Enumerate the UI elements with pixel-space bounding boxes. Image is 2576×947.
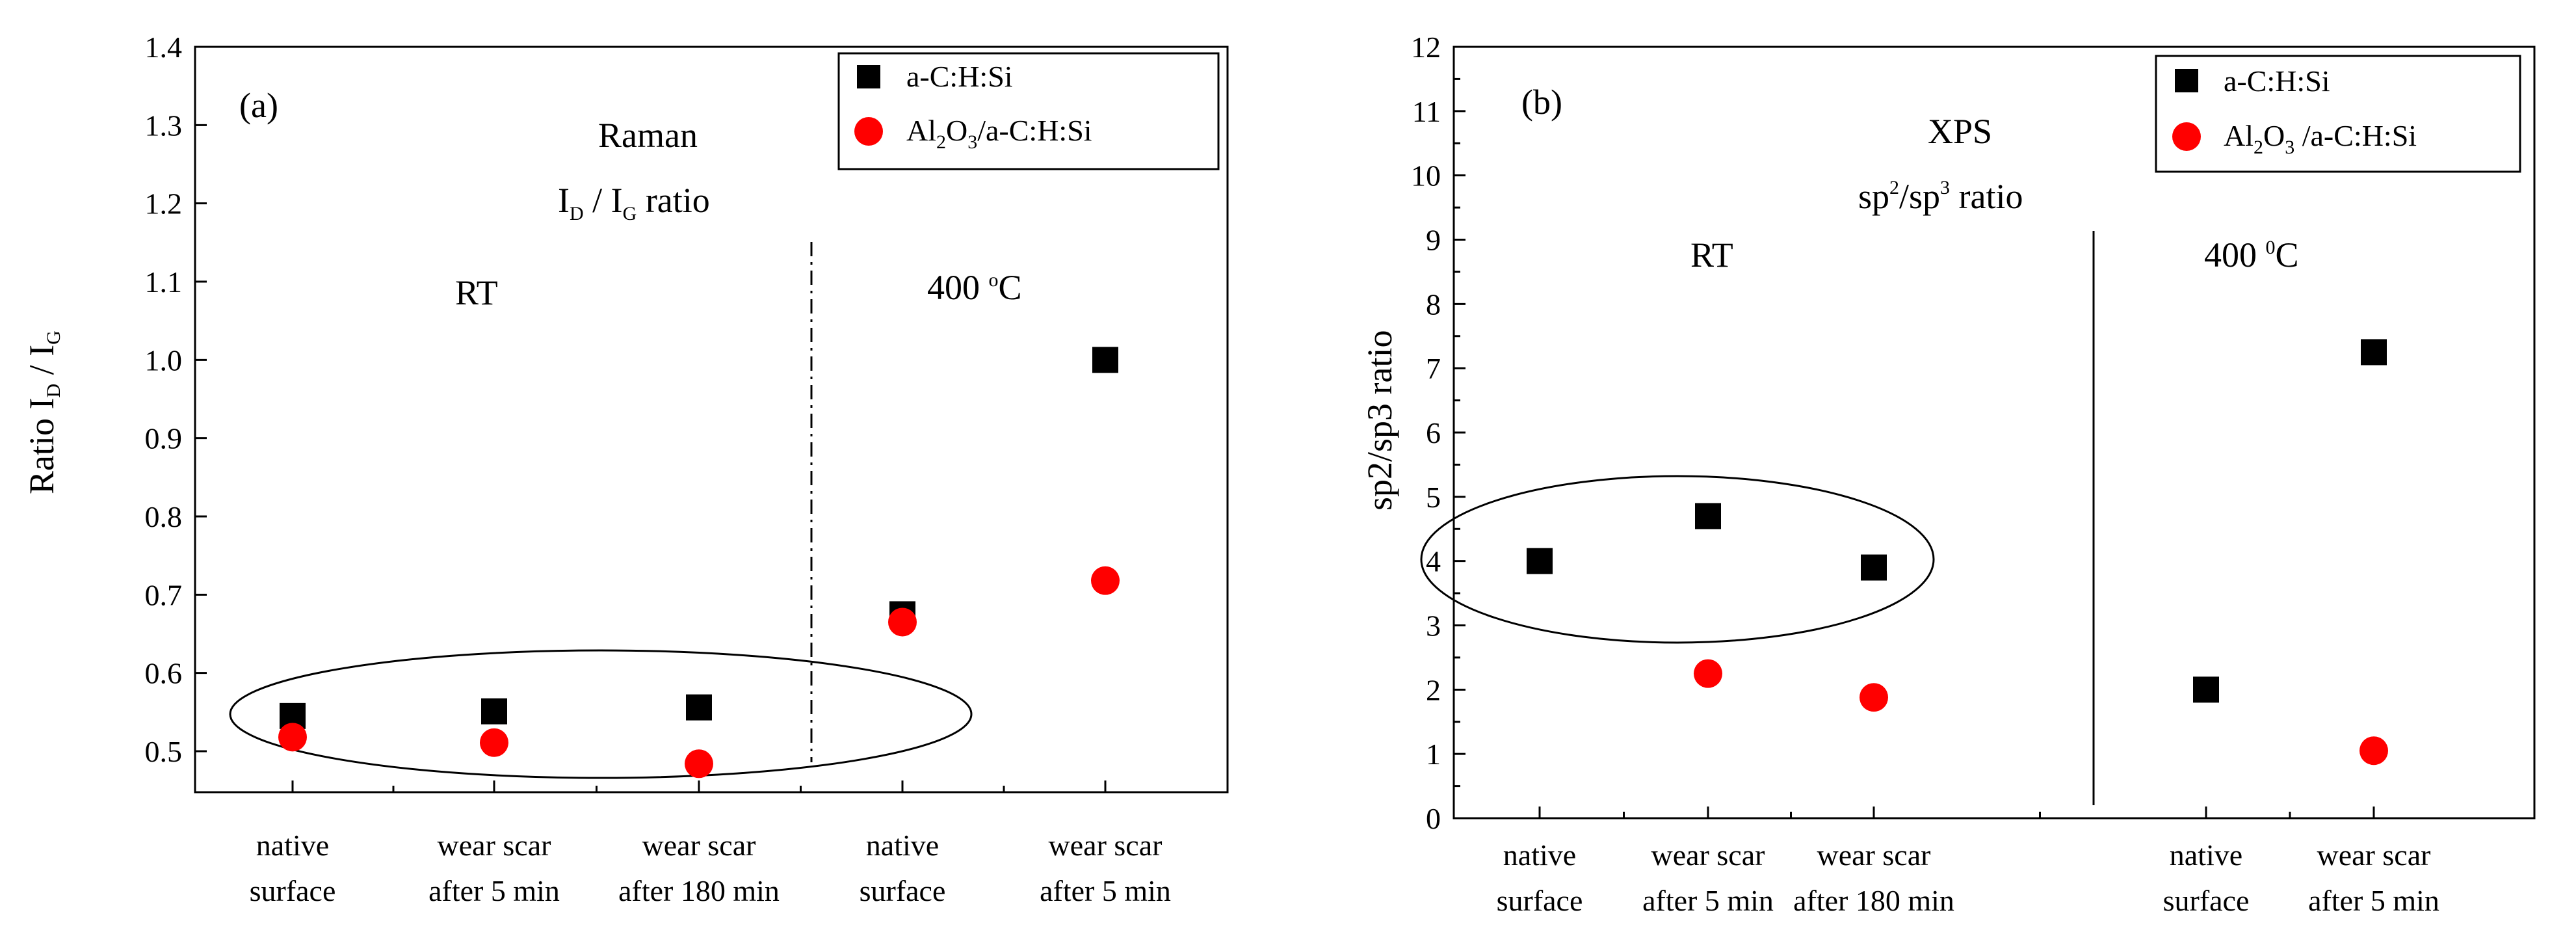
highlight-ellipse-b bbox=[1420, 475, 1935, 644]
y-tick-label: 3 bbox=[1426, 609, 1441, 643]
x-category-label-line2: surface bbox=[250, 874, 336, 907]
legend-marker-square-b bbox=[2175, 69, 2198, 92]
x-category-label-line2: surface bbox=[2163, 884, 2250, 917]
legend-marker-circle-a bbox=[854, 117, 883, 146]
data-points-b bbox=[1527, 339, 2388, 766]
y-tick-label: 12 bbox=[1411, 31, 1441, 64]
ratio-title-a: ID / IG ratio bbox=[558, 181, 710, 224]
x-category-label-line2: after 180 min bbox=[618, 874, 780, 907]
y-tick-label: 0.6 bbox=[145, 657, 183, 690]
method-title-a: Raman bbox=[598, 116, 698, 155]
x-category-label-line1: native bbox=[866, 829, 939, 862]
y-tick-label: 5 bbox=[1426, 481, 1441, 514]
point-a-c-h-si-1 bbox=[1695, 503, 1721, 529]
point-a-c-h-si-4 bbox=[2361, 339, 2387, 366]
x-category-label-line2: after 5 min bbox=[428, 874, 560, 907]
legend-label-2-b: Al2O3 /a-C:H:Si bbox=[2224, 119, 2417, 158]
y-tick-label: 1 bbox=[1426, 738, 1441, 771]
legend-label-1-b: a-C:H:Si bbox=[2224, 64, 2330, 98]
ratio-title-b: sp2/sp3 ratio bbox=[1858, 177, 2023, 216]
rt-label-b: RT bbox=[1690, 235, 1733, 274]
point-al2o3-2 bbox=[1860, 683, 1888, 712]
y-tick-label: 4 bbox=[1426, 545, 1441, 578]
point-a-c-h-si-4 bbox=[1092, 347, 1118, 373]
legend-marker-square-a bbox=[857, 65, 880, 88]
x-category-label-line2: surface bbox=[860, 874, 946, 907]
x-category-label-line2: after 5 min bbox=[2308, 884, 2439, 917]
plot-frame-a bbox=[194, 46, 1229, 794]
y-axis-label-b: sp2/sp3 ratio bbox=[1360, 330, 1399, 511]
x-category-label-line2: after 5 min bbox=[1642, 884, 1774, 917]
x-category-label-line1: wear scar bbox=[438, 829, 551, 862]
point-al2o3-2 bbox=[685, 749, 713, 779]
x-category-label-line1: wear scar bbox=[2317, 838, 2431, 872]
y-tick-label: 11 bbox=[1412, 95, 1441, 128]
rt-label-a: RT bbox=[455, 273, 498, 312]
y-tick-label: 8 bbox=[1426, 287, 1441, 321]
point-al2o3-1 bbox=[1694, 659, 1722, 688]
point-al2o3-4 bbox=[1091, 566, 1120, 595]
y-axis-a: 0.5 0.6 0.7 0.8 0.9 1.0 1.1 1.2 1.3 1.4 bbox=[145, 31, 207, 768]
data-points-a bbox=[278, 347, 1120, 779]
x-category-label-line1: native bbox=[2170, 838, 2242, 872]
panel-label-b: (b) bbox=[1521, 83, 1562, 122]
point-al2o3-0 bbox=[278, 723, 307, 752]
y-tick-label: 1.4 bbox=[145, 31, 183, 64]
temp-label-a: 400 oC bbox=[927, 268, 1022, 307]
point-a-c-h-si-3 bbox=[2193, 676, 2219, 703]
x-category-label-line1: wear scar bbox=[1651, 838, 1765, 872]
y-tick-label: 0 bbox=[1426, 802, 1441, 835]
panel-label-a: (a) bbox=[239, 86, 278, 125]
point-a-c-h-si-0 bbox=[1527, 548, 1553, 574]
highlight-ellipse-a bbox=[229, 649, 973, 779]
legend-label-1-a: a-C:H:Si bbox=[906, 60, 1013, 93]
x-axis-a: native surface wear scar after 5 min wear sc… bbox=[250, 780, 1171, 907]
y-tick-label: 0.7 bbox=[145, 578, 183, 611]
temp-label-b: 400 0C bbox=[2204, 235, 2299, 274]
y-tick-label: 9 bbox=[1426, 224, 1441, 257]
x-category-label-line1: wear scar bbox=[1817, 838, 1931, 872]
x-category-label-line1: wear scar bbox=[1049, 829, 1163, 862]
y-tick-label: 0.5 bbox=[145, 735, 183, 768]
x-category-label-line2: after 180 min bbox=[1793, 884, 1954, 917]
point-al2o3-1 bbox=[480, 728, 508, 757]
y-tick-label: 6 bbox=[1426, 416, 1441, 449]
x-category-label-line2: surface bbox=[1497, 884, 1583, 917]
y-tick-label: 2 bbox=[1426, 673, 1441, 706]
legend-marker-circle-b bbox=[2172, 122, 2201, 151]
y-tick-label: 1.1 bbox=[145, 265, 183, 299]
legend-box-a bbox=[837, 52, 1220, 170]
y-tick-label: 1.0 bbox=[145, 343, 183, 377]
legend-b: a-C:H:Si Al2O3 /a-C:H:Si bbox=[2155, 55, 2521, 173]
method-title-b: XPS bbox=[1928, 112, 1992, 151]
y-tick-label: 7 bbox=[1426, 352, 1441, 385]
x-category-label-line1: wear scar bbox=[642, 829, 756, 862]
point-a-c-h-si-2 bbox=[686, 694, 712, 721]
legend-box-b bbox=[2155, 55, 2521, 173]
y-tick-label: 1.2 bbox=[145, 187, 183, 220]
point-al2o3-3 bbox=[888, 607, 917, 637]
point-al2o3-4 bbox=[2359, 736, 2388, 766]
legend-label-2-a: Al2O3/a-C:H:Si bbox=[906, 114, 1092, 153]
x-category-label-line2: after 5 min bbox=[1040, 874, 1171, 907]
legend-a: a-C:H:Si Al2O3/a-C:H:Si bbox=[837, 52, 1220, 170]
y-axis-label-a: Ratio ID / IG bbox=[22, 330, 64, 494]
x-category-label-line1: native bbox=[1503, 838, 1576, 872]
point-a-c-h-si-1 bbox=[481, 698, 507, 725]
point-a-c-h-si-2 bbox=[1861, 554, 1887, 581]
y-tick-label: 10 bbox=[1411, 159, 1441, 193]
panel-a: 0.5 0.6 0.7 0.8 0.9 1.0 1.1 1.2 1.3 1.4 native sur… bbox=[22, 31, 1229, 907]
y-tick-label: 0.9 bbox=[145, 422, 183, 455]
y-tick-label: 0.8 bbox=[145, 500, 183, 533]
x-category-label-line1: native bbox=[256, 829, 329, 862]
x-axis-b: native surface wear scar after 5 min wear sc… bbox=[1497, 807, 2439, 917]
y-tick-label: 1.3 bbox=[145, 109, 183, 142]
